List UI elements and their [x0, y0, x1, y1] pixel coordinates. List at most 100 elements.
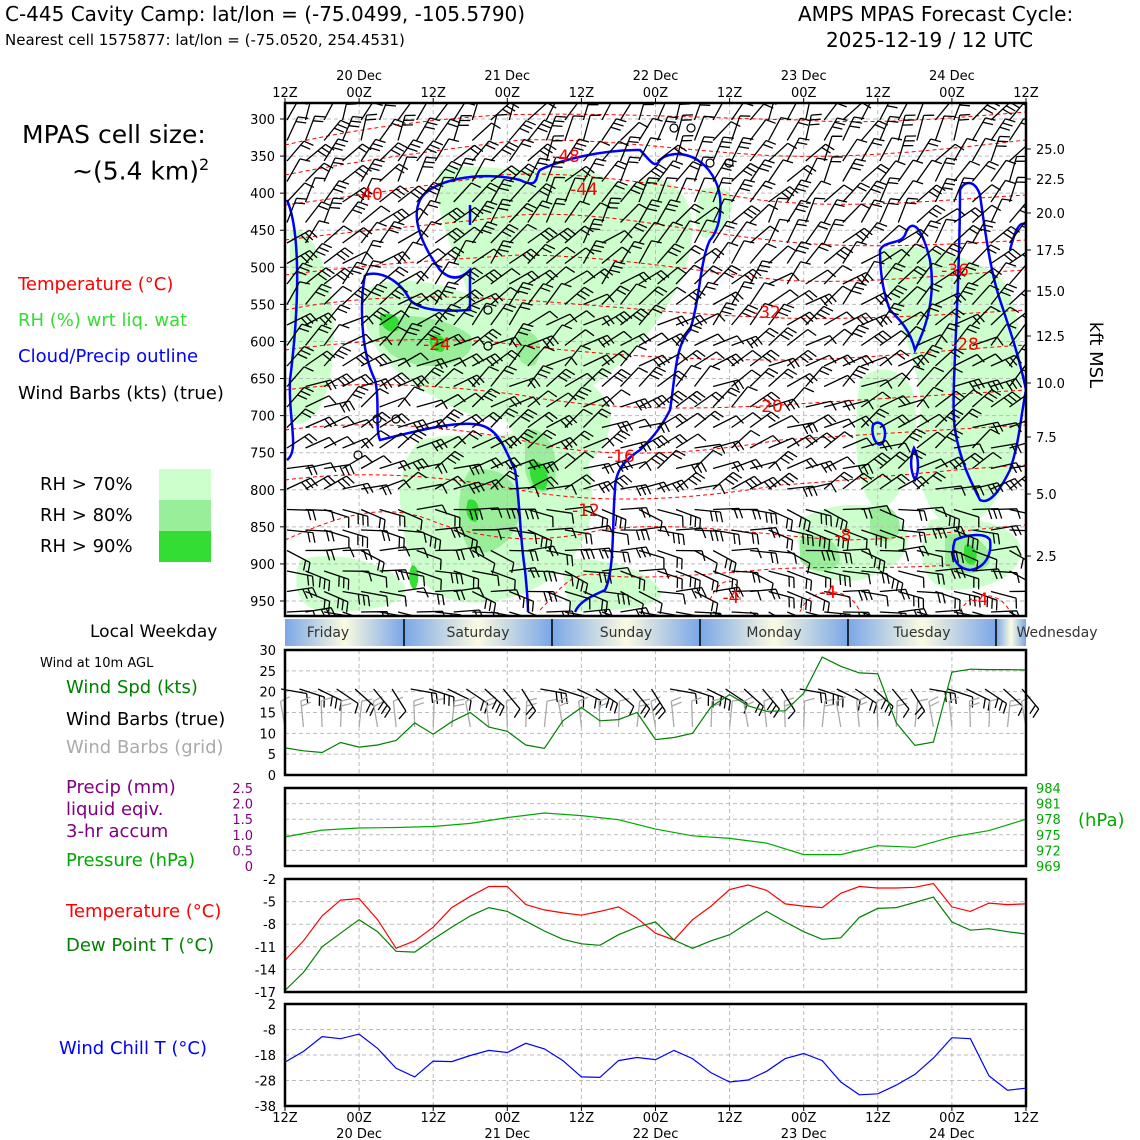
wind-barb — [805, 414, 837, 429]
wind-barb — [712, 121, 741, 141]
wind-barb — [935, 456, 967, 470]
true-wind-barb — [595, 688, 619, 714]
wind-barb — [787, 422, 819, 435]
wind-barb — [897, 114, 916, 141]
wind-barb — [434, 281, 459, 305]
wind-barb — [749, 349, 780, 367]
wind-barb — [749, 203, 779, 223]
wind-barb — [638, 177, 659, 203]
wind-barb — [527, 143, 557, 162]
temperature-contour-label: -8 — [835, 526, 852, 546]
wind-barb — [805, 157, 828, 182]
grid-wind-barb — [339, 697, 352, 728]
wind-barb — [583, 570, 613, 584]
wind-barb — [786, 218, 809, 244]
wind-barb — [305, 395, 337, 408]
wind-barb — [471, 140, 499, 162]
wind-barb — [990, 378, 1023, 391]
wind-barb — [731, 162, 760, 182]
wind-barb — [861, 590, 889, 607]
temperature-contour-label: -48 — [552, 147, 580, 167]
wind-barb — [583, 293, 615, 306]
wind-barb — [582, 114, 601, 141]
wind-barb — [619, 136, 641, 162]
wind-barb — [305, 312, 337, 326]
wind-barb — [1009, 202, 1026, 223]
wind-barb — [972, 549, 998, 571]
wind-barb — [508, 344, 536, 367]
temperature-contour-label: -44 — [570, 180, 598, 200]
wind-barb — [379, 220, 405, 244]
wind-barb — [990, 103, 1020, 121]
temperature-contour-labels: -48 -44 -40 -36 -32 -28 -24 -20 -16 -12 -8 -4 -4 -4 — [355, 147, 988, 610]
wind-barb — [953, 549, 979, 572]
wind-barb — [749, 435, 781, 449]
altitude-tick-label: 25.0 — [1036, 143, 1065, 158]
wind-barb — [860, 452, 891, 470]
wind-barb — [434, 303, 462, 326]
wind-barb — [545, 368, 576, 387]
wind-barb — [953, 508, 980, 528]
wind-barb — [842, 611, 871, 616]
wind-barb — [564, 408, 593, 428]
page-title: C-445 Cavity Camp: lat/lon = (-75.0499, … — [5, 2, 526, 26]
wind-barb — [749, 391, 781, 408]
wind-barb — [342, 482, 374, 494]
top-hour-label: 00Z — [346, 86, 372, 101]
wind-speed-tick-label: 25 — [259, 665, 276, 680]
wind-barb — [712, 264, 741, 285]
wind-barb — [416, 156, 437, 182]
wind-barb — [286, 313, 318, 327]
wind-barb — [971, 137, 996, 162]
wind-barb — [860, 391, 892, 408]
wind-barb — [861, 314, 893, 328]
wind-barb — [657, 529, 685, 546]
altitude-tick-label: 22.5 — [1036, 173, 1065, 188]
wind-barb — [712, 549, 737, 574]
wind-barb — [619, 283, 647, 305]
weekday-day-label: Friday — [307, 625, 349, 641]
wind-barb — [694, 570, 719, 593]
wind-barb — [490, 268, 521, 285]
wind-barb — [934, 308, 965, 326]
wind-barb — [582, 218, 605, 244]
wind-barb — [416, 117, 441, 141]
wind-barb — [1009, 570, 1026, 592]
wind-barb — [916, 471, 946, 490]
wind-barb — [545, 324, 573, 346]
wind-barb — [490, 178, 515, 203]
weekday-segment — [700, 619, 848, 646]
true-wind-barb — [632, 688, 651, 718]
wind-barb — [397, 471, 428, 490]
wind-barb — [972, 451, 1002, 470]
wind-barb — [934, 218, 957, 244]
wind-barb — [342, 418, 374, 429]
wind-barb — [824, 611, 852, 616]
wind-barb — [805, 293, 837, 307]
wind-barb — [619, 156, 641, 182]
wind-barb — [527, 157, 551, 182]
wind-barb — [786, 241, 812, 264]
legend-wind-barbs-grid: Wind Barbs (grid) — [66, 737, 224, 758]
wind-barb — [657, 333, 689, 347]
wind-barb — [527, 103, 557, 121]
wind-barb — [1008, 118, 1026, 141]
weekday-label: Local Weekday — [90, 622, 218, 642]
wind-barb — [305, 242, 333, 264]
pressure-tick-label: 350 — [250, 150, 275, 165]
wind-barb — [527, 310, 559, 326]
wind-barb — [823, 199, 848, 223]
weekday-segment — [848, 619, 996, 646]
temperature-contour-label: -28 — [951, 335, 979, 355]
wind-barb — [471, 158, 496, 182]
wind-barb — [971, 204, 1002, 223]
wind-barb — [582, 103, 599, 121]
wind-barb — [360, 455, 392, 470]
wind-barb — [879, 451, 909, 470]
wind-barb — [601, 330, 633, 347]
wind-barb — [453, 587, 485, 598]
wind-barb — [1028, 116, 1046, 141]
wind-barb — [323, 267, 354, 285]
wind-barb — [694, 333, 726, 347]
wind-barb — [749, 367, 779, 387]
